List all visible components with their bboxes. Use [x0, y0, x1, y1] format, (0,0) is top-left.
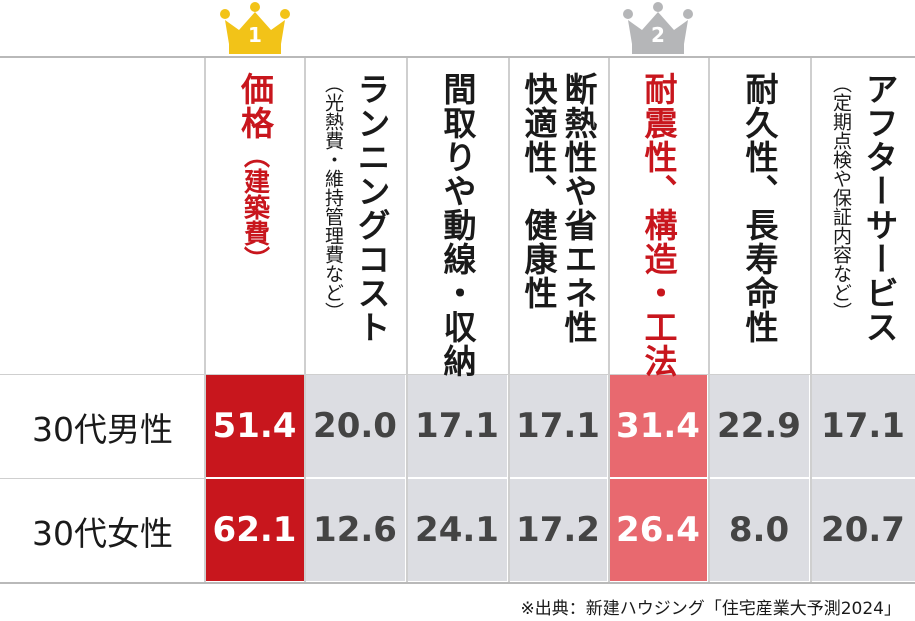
crown-rank-number: 1	[248, 23, 262, 47]
table-cell-value: 22.9	[709, 375, 809, 477]
column-divider	[608, 58, 610, 582]
table-top-rule	[0, 56, 915, 58]
column-divider	[708, 58, 710, 582]
table-bottom-rule	[0, 582, 915, 584]
column-header: 耐久性、長寿命性	[709, 58, 809, 374]
table-cell-value: 17.1	[509, 375, 607, 477]
crown-icon: 1	[219, 2, 290, 54]
crown-jewel	[249, 2, 260, 12]
crown-jewel	[683, 9, 693, 19]
column-header-group: 耐久性、長寿命性	[739, 58, 779, 374]
crown-jewel	[219, 9, 230, 19]
column-header-sublabel: （光熱費・維持管理費など）	[322, 74, 344, 321]
crown-shape	[628, 12, 688, 44]
column-header-label: ランニングコスト	[352, 72, 391, 344]
crown-rank-number: 2	[651, 23, 665, 47]
column-header: 間取りや動線・収納	[407, 58, 507, 378]
column-header: ランニングコスト （光熱費・維持管理費など）	[305, 58, 405, 374]
table-cell-value: 24.1	[407, 479, 507, 581]
crown-icon: 2	[623, 2, 693, 54]
column-header-label: 間取りや動線・収納	[438, 72, 477, 378]
crown-band	[228, 44, 281, 54]
column-header-label: 断熱性や省エネ性 快適性、健康性	[519, 72, 598, 344]
table-cell-value: 26.4	[609, 479, 707, 581]
table-cell-value: 17.1	[407, 375, 507, 477]
table-cell-value: 31.4	[609, 375, 707, 477]
column-header: アフターサービス （定期点検や保証内容など）	[811, 58, 915, 374]
row-separator	[0, 374, 915, 375]
column-header-sublabel: （定期点検や保証内容など）	[830, 74, 852, 321]
column-header-group: 断熱性や省エネ性 快適性、健康性	[518, 58, 598, 374]
column-header-label: アフターサービス	[860, 72, 899, 344]
row-label: 30代男性	[32, 410, 173, 449]
table-cell-value: 8.0	[709, 479, 809, 581]
crown-jewel	[279, 9, 290, 19]
column-header: 断熱性や省エネ性 快適性、健康性	[509, 58, 607, 374]
crown-band	[632, 44, 684, 54]
table-cell-value: 20.7	[811, 479, 915, 581]
table-cell-value: 51.4	[205, 375, 304, 477]
crown-shape	[224, 12, 285, 44]
column-header-group: 耐震性、構造・工法	[638, 58, 678, 378]
rank-crown-icon: 2	[618, 0, 698, 56]
row-separator	[0, 477, 915, 479]
table-cell-value: 17.1	[811, 375, 915, 477]
column-header-group: 価格 （建築費）	[235, 58, 275, 374]
column-header: 耐震性、構造・工法	[609, 58, 707, 378]
column-header-group: ランニングコスト （光熱費・維持管理費など）	[319, 58, 391, 374]
column-header-label: 耐震性、構造・工法	[639, 72, 678, 378]
column-header-label: 耐久性、長寿命性	[740, 72, 779, 344]
column-divider	[508, 58, 510, 582]
row-label: 30代女性	[32, 514, 173, 553]
table-cell-value: 62.1	[205, 479, 304, 581]
row-separator	[0, 478, 205, 479]
column-divider	[810, 58, 812, 582]
table-cell-value: 20.0	[305, 375, 405, 477]
crown-jewel	[623, 9, 633, 19]
column-divider	[406, 58, 408, 582]
source-note: ※出典：新建ハウジング「住宅産業大予測2024」	[520, 599, 901, 619]
column-divider	[204, 58, 206, 582]
column-header-sublabel: （建築費）	[239, 142, 270, 272]
column-divider	[304, 58, 306, 582]
table-cell-value: 12.6	[305, 479, 405, 581]
column-header-group: アフターサービス （定期点検や保証内容など）	[827, 58, 899, 374]
crown-jewel	[653, 2, 663, 12]
column-header-label: 価格	[235, 72, 275, 140]
rank-crown-icon: 1	[215, 0, 295, 56]
column-header: 価格 （建築費）	[205, 58, 304, 374]
table-cell-value: 17.2	[509, 479, 607, 581]
column-header-group: 間取りや動線・収納	[437, 58, 477, 378]
